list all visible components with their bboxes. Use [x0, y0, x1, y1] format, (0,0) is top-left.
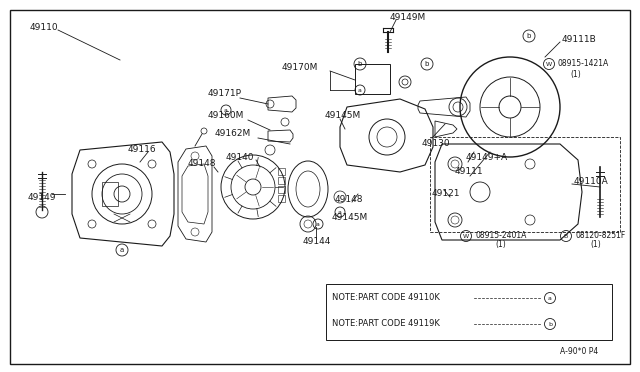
Text: b: b	[425, 61, 429, 67]
Bar	[430, 137, 620, 232]
Text: 49144: 49144	[303, 237, 332, 247]
Text: a: a	[120, 247, 124, 253]
Text: 49130: 49130	[422, 140, 451, 148]
Text: 49148: 49148	[335, 196, 364, 205]
Text: 49110: 49110	[30, 22, 59, 32]
Text: NOTE:PART CODE 49119K: NOTE:PART CODE 49119K	[332, 320, 440, 328]
Bar	[278, 195, 285, 202]
Text: a: a	[316, 221, 320, 227]
Text: B: B	[564, 234, 568, 238]
Text: (1): (1)	[570, 70, 580, 78]
Text: 49145M: 49145M	[332, 212, 368, 221]
Text: A-90*0 P4: A-90*0 P4	[560, 347, 598, 356]
Text: 08915-1421A: 08915-1421A	[558, 60, 609, 68]
Text: 49171P: 49171P	[208, 90, 242, 99]
Text: a: a	[358, 87, 362, 93]
Text: W: W	[463, 234, 469, 238]
Text: 49170M: 49170M	[282, 64, 318, 73]
Bar	[278, 177, 285, 184]
Text: 49162M: 49162M	[215, 129, 252, 138]
Bar	[326, 284, 612, 340]
Bar	[102, 182, 118, 206]
Text: 49121: 49121	[432, 189, 461, 199]
Text: a: a	[338, 209, 342, 215]
Text: 49116: 49116	[128, 145, 157, 154]
Text: 08120-8251F: 08120-8251F	[575, 231, 625, 241]
Text: 49149: 49149	[28, 192, 56, 202]
Text: 49160M: 49160M	[208, 112, 244, 121]
Text: a: a	[548, 295, 552, 301]
Text: a: a	[224, 108, 228, 112]
Text: b: b	[358, 61, 362, 67]
Text: 49149M: 49149M	[390, 13, 426, 22]
Bar	[355, 64, 390, 94]
Text: 08915-2401A: 08915-2401A	[475, 231, 526, 241]
Text: NOTE:PART CODE 49110K: NOTE:PART CODE 49110K	[332, 294, 440, 302]
Text: W: W	[546, 61, 552, 67]
Text: b: b	[527, 33, 531, 39]
Text: 49111: 49111	[455, 167, 484, 176]
Text: 49111B: 49111B	[562, 35, 596, 45]
Text: (1): (1)	[590, 241, 601, 250]
Text: 49110A: 49110A	[574, 177, 609, 186]
Text: (1): (1)	[495, 241, 506, 250]
Text: 49140: 49140	[226, 153, 255, 161]
Text: 49149+A: 49149+A	[466, 154, 508, 163]
Text: 49145M: 49145M	[325, 112, 361, 121]
Text: 49148: 49148	[188, 160, 216, 169]
Bar	[278, 168, 285, 175]
Text: b: b	[548, 321, 552, 327]
Bar	[278, 186, 285, 193]
